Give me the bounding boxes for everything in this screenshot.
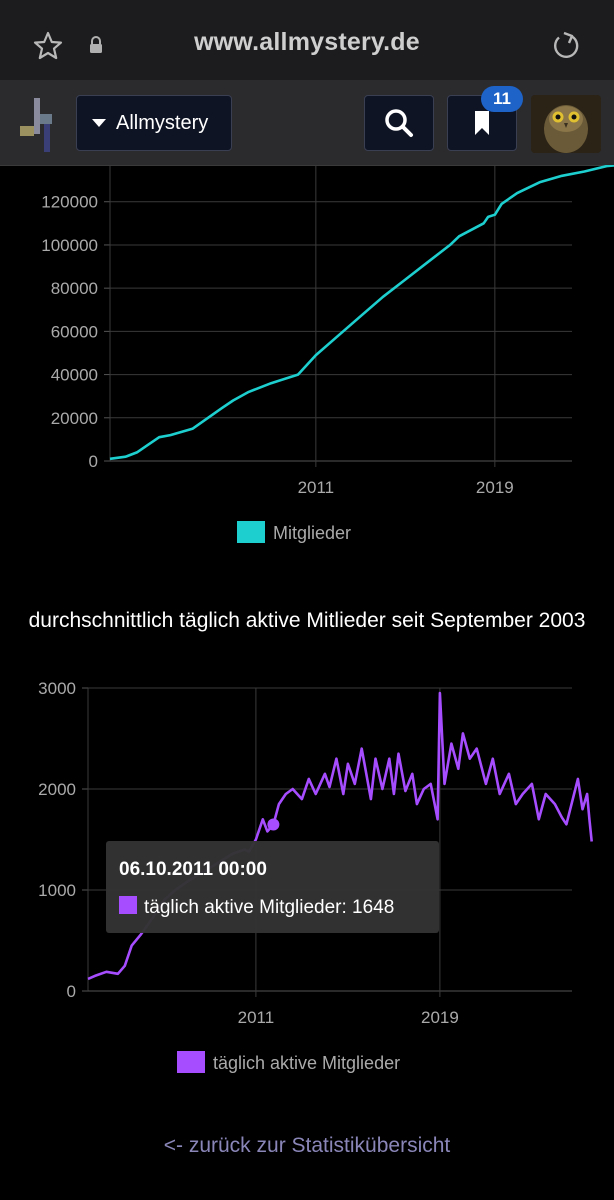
back-to-statistics-link[interactable]: <- zurück zur Statistikübersicht [163, 1134, 451, 1157]
search-button[interactable] [364, 95, 434, 151]
reload-icon[interactable] [550, 30, 582, 62]
y-tick-label: 80000 [51, 279, 98, 298]
logo-icon[interactable] [18, 96, 58, 156]
search-icon [385, 109, 413, 137]
y-tick-label: 60000 [51, 322, 98, 341]
caret-down-icon [92, 119, 106, 127]
forum-dropdown-button[interactable]: Allmystery [76, 95, 232, 151]
bookmarks-button[interactable] [447, 95, 517, 151]
members-series-line [109, 165, 614, 461]
x-tick-label: 2019 [476, 478, 514, 497]
bookmark-count-badge: 11 [481, 86, 523, 112]
browser-url-bar: www.allmystery.de [0, 0, 614, 80]
tooltip-box [106, 841, 439, 933]
y-tick-label: 0 [67, 982, 76, 1001]
bookmark-icon [475, 111, 489, 135]
y-tick-label: 1000 [38, 881, 76, 900]
tooltip-hover-point[interactable] [267, 818, 280, 831]
legend-label-active-members[interactable]: täglich aktive Mitglieder [213, 1053, 400, 1073]
legend-swatch-members[interactable] [237, 521, 265, 543]
legend-label-members[interactable]: Mitglieder [273, 523, 351, 543]
y-tick-label: 20000 [51, 409, 98, 428]
y-tick-label: 40000 [51, 366, 98, 385]
y-tick-label: 120000 [41, 193, 98, 212]
avatar[interactable] [531, 95, 601, 153]
tooltip-swatch [119, 896, 137, 914]
star-icon[interactable] [32, 30, 64, 62]
lock-icon [90, 36, 102, 53]
tooltip-value: täglich aktive Mitglieder: 1648 [144, 897, 394, 918]
y-tick-label: 0 [89, 452, 98, 471]
tooltip-date: 06.10.2011 00:00 [119, 859, 267, 880]
x-tick-label: 2019 [421, 1008, 459, 1027]
y-tick-label: 3000 [38, 679, 76, 698]
y-tick-label: 100000 [41, 236, 98, 255]
active-members-series-line [87, 691, 593, 981]
tooltip: 06.10.2011 00:00 täglich aktive Mitglied… [106, 841, 439, 933]
y-tick-label: 2000 [38, 780, 76, 799]
members-chart: 0 20000 40000 60000 80000 100000 120000 2011 20… [41, 165, 614, 543]
active-members-chart: 0 1000 2000 3000 2011 2019 06.10.2011 00:00 … [38, 679, 593, 1073]
x-tick-label: 2011 [298, 478, 335, 497]
active-members-chart-title: durchschnittlich täglich aktive Mitliede… [28, 609, 586, 632]
legend-swatch-active-members[interactable] [177, 1051, 205, 1073]
forum-dropdown-label: Allmystery [116, 111, 209, 134]
owl-avatar-image [531, 95, 601, 153]
x-tick-label: 2011 [238, 1008, 275, 1027]
url-text[interactable]: www.allmystery.de [194, 28, 420, 56]
